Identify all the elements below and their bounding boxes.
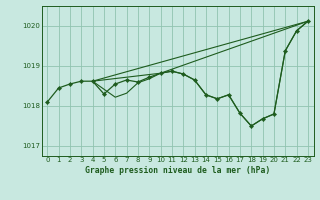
X-axis label: Graphe pression niveau de la mer (hPa): Graphe pression niveau de la mer (hPa)	[85, 166, 270, 175]
